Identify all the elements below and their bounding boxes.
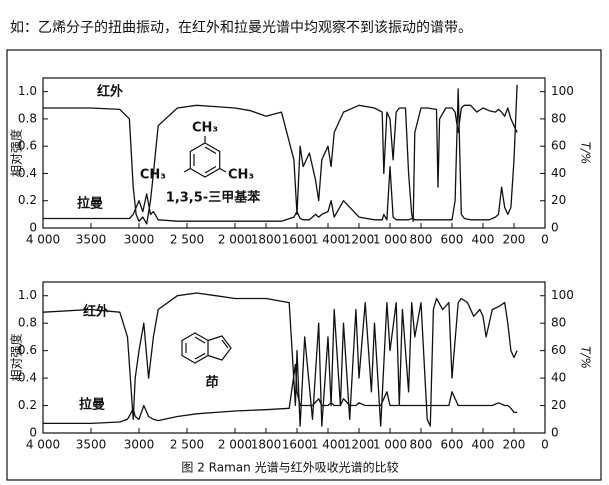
x-tick-label: 1800 xyxy=(251,233,282,247)
benzene-ring xyxy=(189,142,221,178)
spectrum-line xyxy=(43,104,518,225)
bond xyxy=(183,167,191,173)
x-tick-label: 3000 xyxy=(124,438,155,452)
x-tick-label: 1 000 xyxy=(373,438,407,452)
series-label: 拉曼 xyxy=(79,397,105,413)
x-tick-label: 1 000 xyxy=(373,233,407,247)
y2-tick-label: 40 xyxy=(551,166,566,180)
y-tick-label: 0.8 xyxy=(18,111,37,125)
y2-tick-label: 40 xyxy=(551,371,566,385)
y2-tick-label: 60 xyxy=(551,139,566,153)
y-tick-label: 0.4 xyxy=(18,371,37,385)
annotation: 茚 xyxy=(205,375,218,391)
y2-tick-label: 0 xyxy=(551,221,559,235)
series-label: 红外 xyxy=(83,304,109,320)
x-tick-label: 800 xyxy=(410,233,433,247)
plot-frame xyxy=(42,281,546,434)
bond xyxy=(219,167,227,173)
y-axis-title: 相对强度 xyxy=(9,333,24,381)
x-tick-label: 400 xyxy=(472,233,495,247)
x-tick-label: 2 500 xyxy=(170,438,204,452)
bond xyxy=(204,146,217,155)
x-tick-label: 1600 xyxy=(282,233,313,247)
y-tick-label: 0 xyxy=(29,426,37,440)
x-tick-label: 800 xyxy=(410,438,433,452)
caption: 图 2 Raman 光谱与红外吸收光谱的比较 xyxy=(181,460,398,475)
y-axis-title: 相对强度 xyxy=(9,129,24,177)
x-tick-label: 1 400 xyxy=(311,438,345,452)
y2-tick-label: 20 xyxy=(551,398,566,412)
annotation: CH₃ xyxy=(192,121,218,136)
x-tick-label: 600 xyxy=(441,233,464,247)
x-tick-label: 200 xyxy=(503,438,526,452)
spectrum-line xyxy=(42,292,518,427)
x-tick-label: 3500 xyxy=(76,438,107,452)
body-text: 如：乙烯分子的扭曲振动，在红外和拉曼光谱中均观察不到该振动的谱带。 xyxy=(10,19,472,36)
y-tick-label: 0.2 xyxy=(18,398,37,412)
y-tick-label: 1.0 xyxy=(18,84,37,98)
plot-frame xyxy=(42,77,546,229)
annotation: CH₃ xyxy=(228,168,254,183)
y2-tick-label: 60 xyxy=(551,343,566,357)
x-tick-label: 1200 xyxy=(344,438,375,452)
y2-tick-label: 80 xyxy=(551,316,566,330)
y2-axis-title: T/% xyxy=(579,346,593,369)
y2-tick-label: 100 xyxy=(551,84,574,98)
x-tick-label: 4 000 xyxy=(26,233,60,247)
y-tick-label: 1.0 xyxy=(18,288,37,302)
y-tick-label: 0.2 xyxy=(18,193,37,207)
x-tick-label: 4 000 xyxy=(26,438,60,452)
structure-1 xyxy=(183,136,227,178)
y-tick-label: 0.8 xyxy=(18,316,37,330)
x-tick-label: 3000 xyxy=(124,233,155,247)
x-tick-label: 2 000 xyxy=(218,233,252,247)
bond xyxy=(221,339,229,349)
y-tick-label: 0.6 xyxy=(18,139,37,153)
annotation: CH₃ xyxy=(140,168,166,183)
bond xyxy=(194,352,206,360)
y-tick-label: 0.6 xyxy=(18,343,37,357)
x-tick-label: 2 000 xyxy=(218,438,252,452)
y2-tick-label: 0 xyxy=(551,426,559,440)
bond xyxy=(194,336,206,344)
x-tick-label: 400 xyxy=(472,438,495,452)
series-label: 红外 xyxy=(97,84,123,100)
y-tick-label: 0 xyxy=(29,221,37,235)
x-tick-label: 3500 xyxy=(76,233,107,247)
y-tick-label: 0.4 xyxy=(18,166,37,180)
x-tick-label: 600 xyxy=(441,438,464,452)
spectrum-line xyxy=(43,84,518,222)
x-tick-label: 0 xyxy=(541,233,549,247)
x-tick-label: 1600 xyxy=(282,438,313,452)
annotation: 1,3,5-三甲基苯 xyxy=(166,190,261,206)
x-tick-label: 1200 xyxy=(344,233,375,247)
series-label: 拉曼 xyxy=(77,196,103,212)
y2-axis-title: T/% xyxy=(579,142,593,165)
spectrum-line xyxy=(43,363,518,425)
y2-tick-label: 100 xyxy=(551,288,574,302)
five-ring xyxy=(207,335,232,361)
y2-tick-label: 80 xyxy=(551,111,566,125)
structure-2 xyxy=(181,332,232,364)
x-tick-label: 1800 xyxy=(251,438,282,452)
bond xyxy=(204,165,217,174)
x-tick-label: 1 400 xyxy=(311,233,345,247)
y2-tick-label: 20 xyxy=(551,193,566,207)
x-tick-label: 2 500 xyxy=(170,233,204,247)
x-tick-label: 200 xyxy=(503,233,526,247)
figure-border xyxy=(6,49,602,481)
x-tick-label: 0 xyxy=(541,438,549,452)
